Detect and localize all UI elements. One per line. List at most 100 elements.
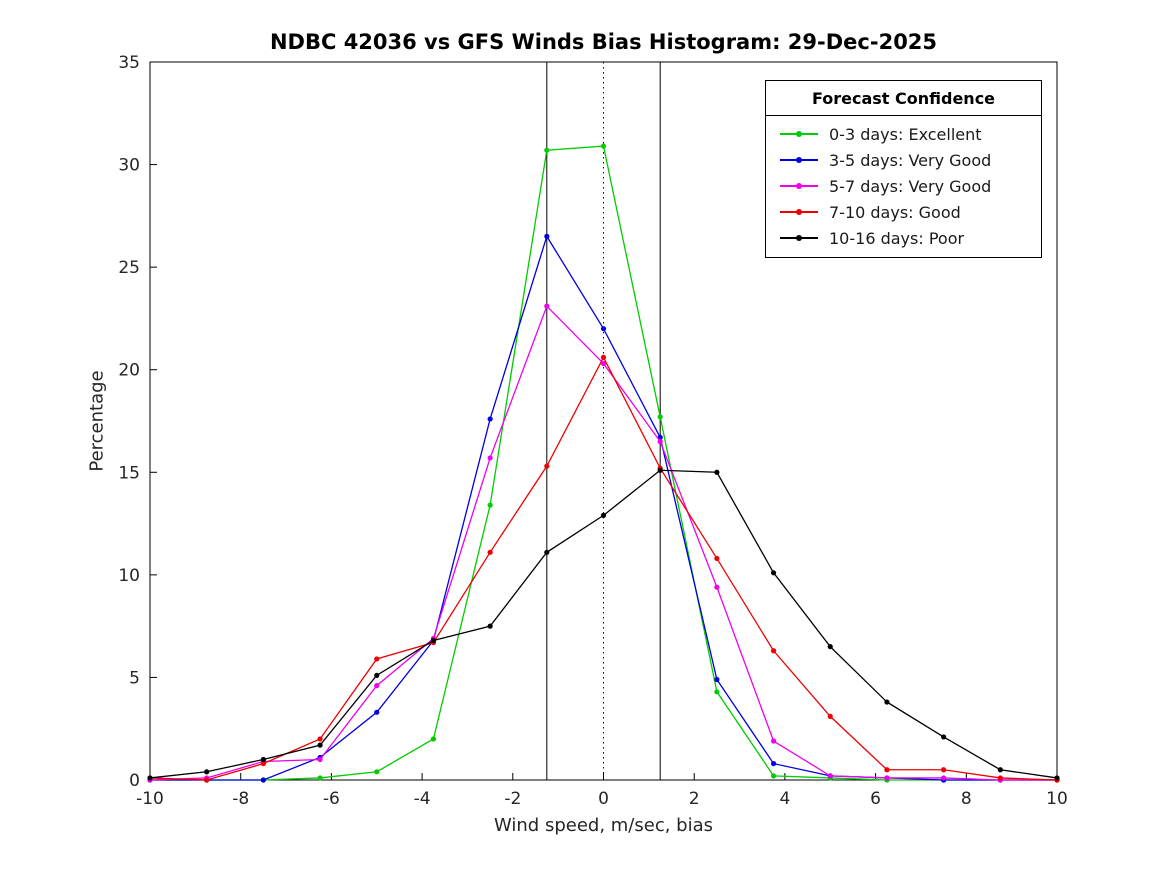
series-marker xyxy=(1054,775,1060,781)
y-tick-label: 10 xyxy=(118,566,140,586)
y-tick-label: 30 xyxy=(118,156,140,176)
series-marker xyxy=(884,775,890,781)
series-marker xyxy=(430,736,437,742)
legend: Forecast Confidence 0-3 days: Excellent 3… xyxy=(765,80,1042,258)
series-marker xyxy=(487,502,493,508)
series-marker xyxy=(600,354,607,361)
x-tick-label: -10 xyxy=(136,789,164,809)
series-marker xyxy=(600,360,607,367)
legend-label: 0-3 days: Excellent xyxy=(829,124,982,144)
y-tick-label: 0 xyxy=(129,771,140,791)
series-marker xyxy=(657,438,663,445)
series-marker xyxy=(600,326,607,332)
x-tick-label: -8 xyxy=(232,789,249,809)
legend-line-sample xyxy=(780,157,818,163)
series-marker xyxy=(487,416,493,422)
series-marker xyxy=(941,767,947,773)
series-marker xyxy=(714,555,720,562)
legend-item: 7-10 days: Good xyxy=(766,199,1041,225)
legend-marker-dot xyxy=(796,183,802,189)
series-marker xyxy=(827,713,833,720)
series-marker xyxy=(884,767,890,773)
series-marker xyxy=(657,414,663,420)
series-marker xyxy=(770,773,777,779)
legend-marker-dot xyxy=(796,235,802,241)
x-tick-label: -4 xyxy=(414,789,431,809)
series-marker xyxy=(997,767,1003,773)
legend-marker-dot xyxy=(796,157,802,163)
legend-label: 10-16 days: Poor xyxy=(829,228,965,248)
series-marker xyxy=(770,738,777,744)
legend-line-sample xyxy=(780,183,818,189)
series-marker xyxy=(260,760,266,767)
series-marker xyxy=(317,756,323,763)
legend-title: Forecast Confidence xyxy=(766,81,1041,116)
series-marker xyxy=(714,469,720,475)
series-marker xyxy=(770,760,777,767)
x-tick-label: 6 xyxy=(870,789,881,809)
series-marker xyxy=(260,756,266,763)
legend-item: 3-5 days: Very Good xyxy=(766,147,1041,173)
series-marker xyxy=(147,775,153,781)
series-marker xyxy=(260,777,266,783)
y-tick-label: 35 xyxy=(118,53,140,73)
series-marker xyxy=(204,777,210,783)
series-marker xyxy=(487,623,493,629)
series-marker xyxy=(544,463,550,469)
legend-line-sample xyxy=(780,235,818,241)
x-tick-label: 10 xyxy=(1046,789,1068,809)
series-marker xyxy=(374,769,380,775)
series-marker xyxy=(884,699,890,705)
series-marker xyxy=(487,549,493,555)
series-marker xyxy=(600,143,607,149)
x-tick-label: -6 xyxy=(323,789,340,809)
y-tick-label: 5 xyxy=(129,668,140,688)
series-marker xyxy=(430,637,437,644)
series-marker xyxy=(827,773,833,779)
series-marker xyxy=(657,467,663,473)
series-marker xyxy=(317,736,323,742)
series-marker xyxy=(204,769,210,775)
legend-item: 0-3 days: Excellent xyxy=(766,121,1041,147)
series-marker xyxy=(770,648,777,654)
series-marker xyxy=(374,656,380,662)
x-tick-label: 2 xyxy=(689,789,700,809)
series-marker xyxy=(997,775,1003,781)
y-tick-label: 20 xyxy=(118,361,140,381)
legend-marker-dot xyxy=(796,131,802,137)
series-marker xyxy=(714,676,720,683)
y-tick-label: 15 xyxy=(118,463,140,483)
series-marker xyxy=(714,584,720,590)
y-tick-label: 25 xyxy=(118,258,140,278)
legend-marker-dot xyxy=(796,209,802,215)
legend-line-sample xyxy=(780,131,818,137)
series-marker xyxy=(317,742,323,748)
x-tick-label: 0 xyxy=(598,789,609,809)
series-marker xyxy=(544,233,550,239)
legend-line-sample xyxy=(780,209,818,215)
series-marker xyxy=(941,775,947,781)
x-tick-label: -2 xyxy=(504,789,521,809)
series-marker xyxy=(941,734,947,740)
series-marker xyxy=(317,775,323,781)
legend-items: 0-3 days: Excellent 3-5 days: Very Good 5-… xyxy=(766,116,1041,257)
series-marker xyxy=(714,689,720,695)
series-line xyxy=(149,355,1058,781)
series-marker xyxy=(827,644,833,650)
x-axis-label: Wind speed, m/sec, bias xyxy=(493,815,713,836)
legend-item: 5-7 days: Very Good xyxy=(766,173,1041,199)
series-marker xyxy=(544,303,550,309)
series-marker xyxy=(374,709,380,715)
x-tick-label: 4 xyxy=(779,789,790,809)
x-tick-label: 8 xyxy=(961,789,972,809)
legend-item: 10-16 days: Poor xyxy=(766,225,1041,251)
series-marker xyxy=(374,672,380,678)
series-marker xyxy=(600,512,607,518)
series-marker xyxy=(544,147,550,153)
legend-label: 3-5 days: Very Good xyxy=(829,150,992,170)
series-marker xyxy=(770,570,777,576)
chart-title: NDBC 42036 vs GFS Winds Bias Histogram: … xyxy=(269,30,938,54)
legend-label: 7-10 days: Good xyxy=(829,202,961,222)
